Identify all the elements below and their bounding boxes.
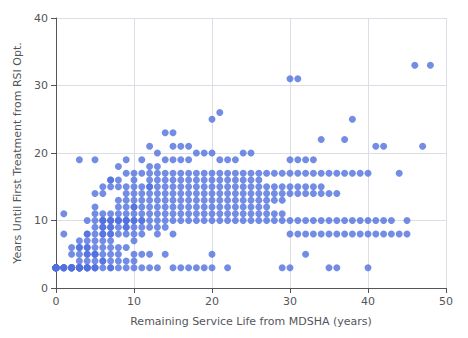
svg-text:30: 30 [283,295,297,308]
svg-text:50: 50 [439,295,453,308]
svg-text:10: 10 [127,295,141,308]
svg-text:Remaining Service Life from MD: Remaining Service Life from MDSHA (years… [130,315,372,328]
svg-text:0: 0 [41,282,48,295]
svg-text:20: 20 [205,295,219,308]
svg-text:40: 40 [34,12,48,25]
svg-text:20: 20 [34,147,48,160]
svg-text:Years Until First Treatment fr: Years Until First Treatment from RSI Opt… [11,42,24,265]
svg-text:30: 30 [34,79,48,92]
svg-text:0: 0 [53,295,60,308]
svg-text:40: 40 [361,295,375,308]
svg-text:10: 10 [34,214,48,227]
